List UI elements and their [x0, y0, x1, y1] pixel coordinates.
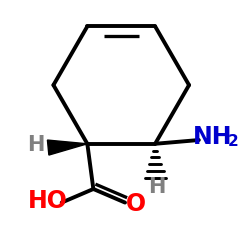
Text: H: H	[148, 178, 165, 198]
Polygon shape	[48, 140, 87, 155]
Text: 2: 2	[228, 134, 239, 149]
Text: HO: HO	[28, 189, 68, 213]
Text: O: O	[126, 192, 146, 216]
Text: H: H	[27, 134, 44, 154]
Text: NH: NH	[193, 125, 232, 149]
